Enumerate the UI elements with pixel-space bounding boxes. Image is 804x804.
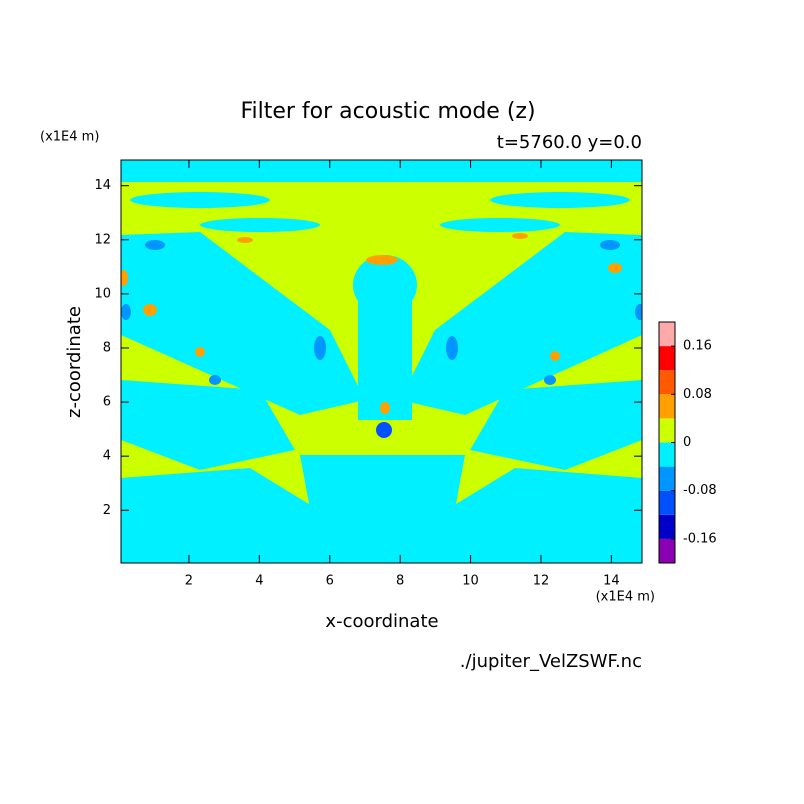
- x-tick-label: 14: [603, 574, 620, 589]
- colorbar-band: [659, 442, 675, 467]
- colorbar-band: [659, 322, 675, 347]
- x-tick-label: 10: [462, 574, 479, 589]
- field-strong-negative: [121, 240, 642, 438]
- colorbar-band: [659, 490, 675, 515]
- colorbar-tick-label: 0: [683, 435, 691, 450]
- colorbar-band: [659, 370, 675, 395]
- y-unit: (x1E4 m): [40, 130, 99, 145]
- y-tick-label: 8: [103, 340, 111, 355]
- x-tick-label: 8: [396, 574, 404, 589]
- field-negative: [121, 160, 642, 563]
- x-tick-label: 4: [255, 574, 263, 589]
- y-tick-label: 10: [94, 286, 111, 301]
- y-tick-label: 14: [94, 178, 111, 193]
- y-tick-label: 12: [94, 232, 111, 247]
- colorbar-tick-label: 0.16: [683, 339, 712, 354]
- colorbar-tick-label: 0.08: [683, 387, 712, 402]
- colorbar-band: [659, 538, 675, 563]
- contour-field: [121, 160, 642, 563]
- colorbar-band: [659, 346, 675, 371]
- chart-title: Filter for acoustic mode (z): [240, 99, 535, 124]
- colorbar-band: [659, 394, 675, 419]
- field-positive: [121, 233, 622, 414]
- x-tick-label: 2: [185, 574, 193, 589]
- y-tick-label: 2: [103, 503, 111, 518]
- colorbar-band: [659, 466, 675, 491]
- x-unit: (x1E4 m): [596, 590, 655, 605]
- x-tick-label: 6: [326, 574, 334, 589]
- plot-frame: [120, 159, 643, 564]
- colorbar-tick-label: -0.08: [683, 483, 717, 498]
- colorbar-tick-label: -0.16: [683, 531, 717, 546]
- y-axis-label: z-coordinate: [64, 306, 85, 418]
- x-axis-label: x-coordinate: [325, 611, 438, 632]
- y-tick-label: 4: [103, 449, 111, 464]
- source-label: ./jupiter_VelZSWF.nc: [460, 651, 642, 672]
- y-tick-label: 6: [103, 395, 111, 410]
- x-tick-label: 12: [533, 574, 550, 589]
- colorbar-band: [659, 514, 675, 539]
- chart-subtitle: t=5760.0 y=0.0: [497, 132, 642, 153]
- colorbar-band: [659, 418, 675, 443]
